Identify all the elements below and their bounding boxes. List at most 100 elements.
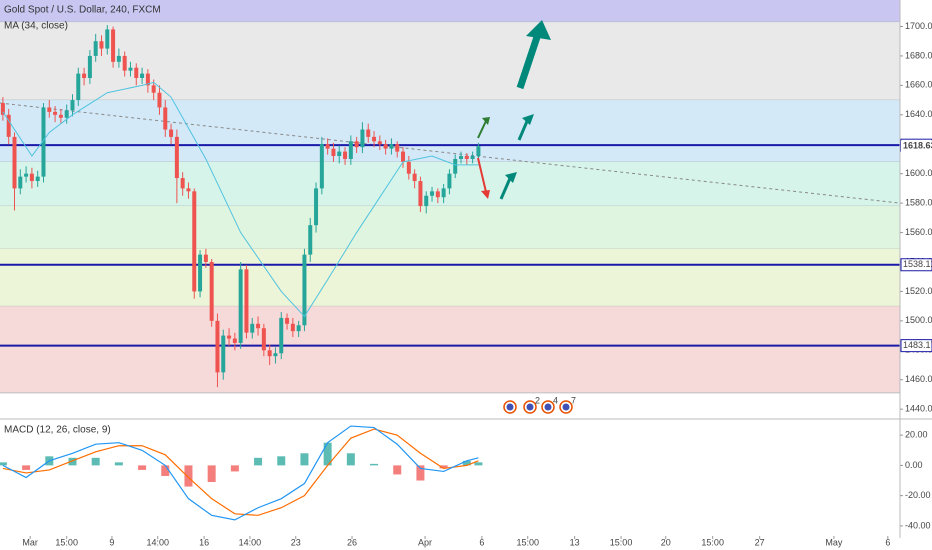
candle-body — [122, 55, 127, 71]
candle-body — [29, 173, 34, 182]
macd-histogram — [138, 465, 147, 470]
price-tag-label: 1618.63 — [903, 141, 932, 151]
macd-histogram — [462, 460, 471, 466]
candle-body — [447, 173, 452, 189]
candle-body — [441, 188, 446, 198]
candle-body — [186, 188, 191, 192]
price-tag-label: 1483.17 — [903, 340, 932, 350]
candle-body — [47, 107, 52, 112]
candle-body — [464, 156, 469, 159]
candle-body — [435, 191, 440, 198]
x-tick-label: 9 — [109, 537, 114, 547]
macd-histogram — [346, 453, 355, 466]
candle-body — [250, 323, 255, 333]
y-tick-label: 1560.00 — [905, 227, 932, 237]
candle-body — [337, 151, 342, 157]
zone — [0, 306, 900, 393]
y-tick-label: 1640.00 — [905, 109, 932, 119]
candle-body — [221, 335, 226, 373]
candle-body — [273, 353, 278, 357]
candle-body — [128, 67, 133, 71]
x-tick-label: 15:00 — [516, 537, 539, 547]
x-tick-label: Mar — [22, 537, 38, 547]
price-tag — [901, 140, 932, 153]
x-tick-label: Apr — [418, 537, 432, 547]
candle-body — [348, 141, 353, 159]
macd-histogram — [277, 456, 286, 466]
candle-body — [0, 103, 5, 115]
candle-body — [366, 129, 371, 137]
candle-body — [99, 41, 104, 49]
macd-histogram — [207, 465, 216, 483]
macd-histogram — [0, 462, 7, 466]
y-tick-label: -40.00 — [905, 520, 931, 530]
candle-body — [470, 156, 475, 159]
candle-body — [35, 176, 40, 182]
macd-line — [2, 425, 479, 521]
y-tick-label: 1460.00 — [905, 374, 932, 384]
candle-body — [198, 254, 203, 292]
candle-body — [372, 136, 377, 142]
x-tick-label: 16 — [199, 537, 209, 547]
candle-body — [192, 191, 197, 292]
x-tick-label: 13 — [570, 537, 580, 547]
candle-body — [111, 29, 116, 62]
candle-body — [331, 148, 336, 157]
macd-histogram — [370, 463, 379, 466]
macd-histogram — [22, 465, 31, 470]
candle-body — [53, 111, 58, 115]
candle-body — [395, 144, 400, 152]
candle-body — [180, 178, 185, 189]
candle-body — [412, 173, 417, 182]
candle-body — [296, 325, 301, 332]
event-count: 4 — [553, 395, 558, 405]
macd-histogram — [439, 465, 448, 469]
price-axis — [900, 0, 932, 550]
macd-histogram — [68, 457, 77, 466]
y-tick-label: 1500.00 — [905, 315, 932, 325]
candle-body — [424, 195, 429, 207]
x-tick-label: 15:00 — [610, 537, 633, 547]
x-tick-label: 15:00 — [701, 537, 724, 547]
event-flag — [544, 403, 552, 411]
candle-body — [18, 176, 23, 189]
x-tick-label: 15:00 — [55, 537, 78, 547]
event-flag — [506, 403, 514, 411]
y-tick-label: 1680.00 — [905, 50, 932, 60]
macd-histogram — [230, 465, 239, 472]
candle-body — [377, 141, 382, 145]
candle-body — [279, 317, 284, 354]
event-count: 7 — [571, 395, 576, 405]
candle-body — [6, 114, 11, 137]
y-tick-label: 0.00 — [905, 460, 923, 470]
candle-body — [314, 188, 319, 226]
candle-body — [238, 269, 243, 343]
candle-body — [256, 323, 261, 329]
candle-body — [76, 73, 81, 101]
candle-body — [383, 144, 388, 149]
y-tick-label: 1660.00 — [905, 80, 932, 90]
ma-label: MA (34, close) — [4, 21, 68, 32]
candle-body — [308, 225, 313, 255]
x-tick-label: 26 — [347, 537, 357, 547]
x-tick-label: May — [825, 537, 843, 547]
candle-body — [93, 41, 98, 56]
candle-body — [290, 323, 295, 332]
macd-title: MACD (12, 26, close, 9) — [4, 425, 111, 436]
candle-body — [82, 73, 87, 79]
candle-body — [232, 338, 237, 343]
event-flag — [526, 403, 534, 411]
price-tag-label: 1538.12 — [903, 259, 932, 269]
candle-body — [58, 114, 63, 118]
y-tick-label: 1600.00 — [905, 168, 932, 178]
macd-histogram — [416, 465, 425, 481]
candle-body — [134, 67, 139, 79]
candle-body — [87, 55, 92, 79]
candle-body — [453, 158, 458, 174]
candle-body — [302, 254, 307, 326]
candle-body — [244, 269, 249, 333]
candle-body — [24, 173, 29, 177]
macd-histogram — [393, 465, 402, 475]
event-flag — [562, 403, 570, 411]
